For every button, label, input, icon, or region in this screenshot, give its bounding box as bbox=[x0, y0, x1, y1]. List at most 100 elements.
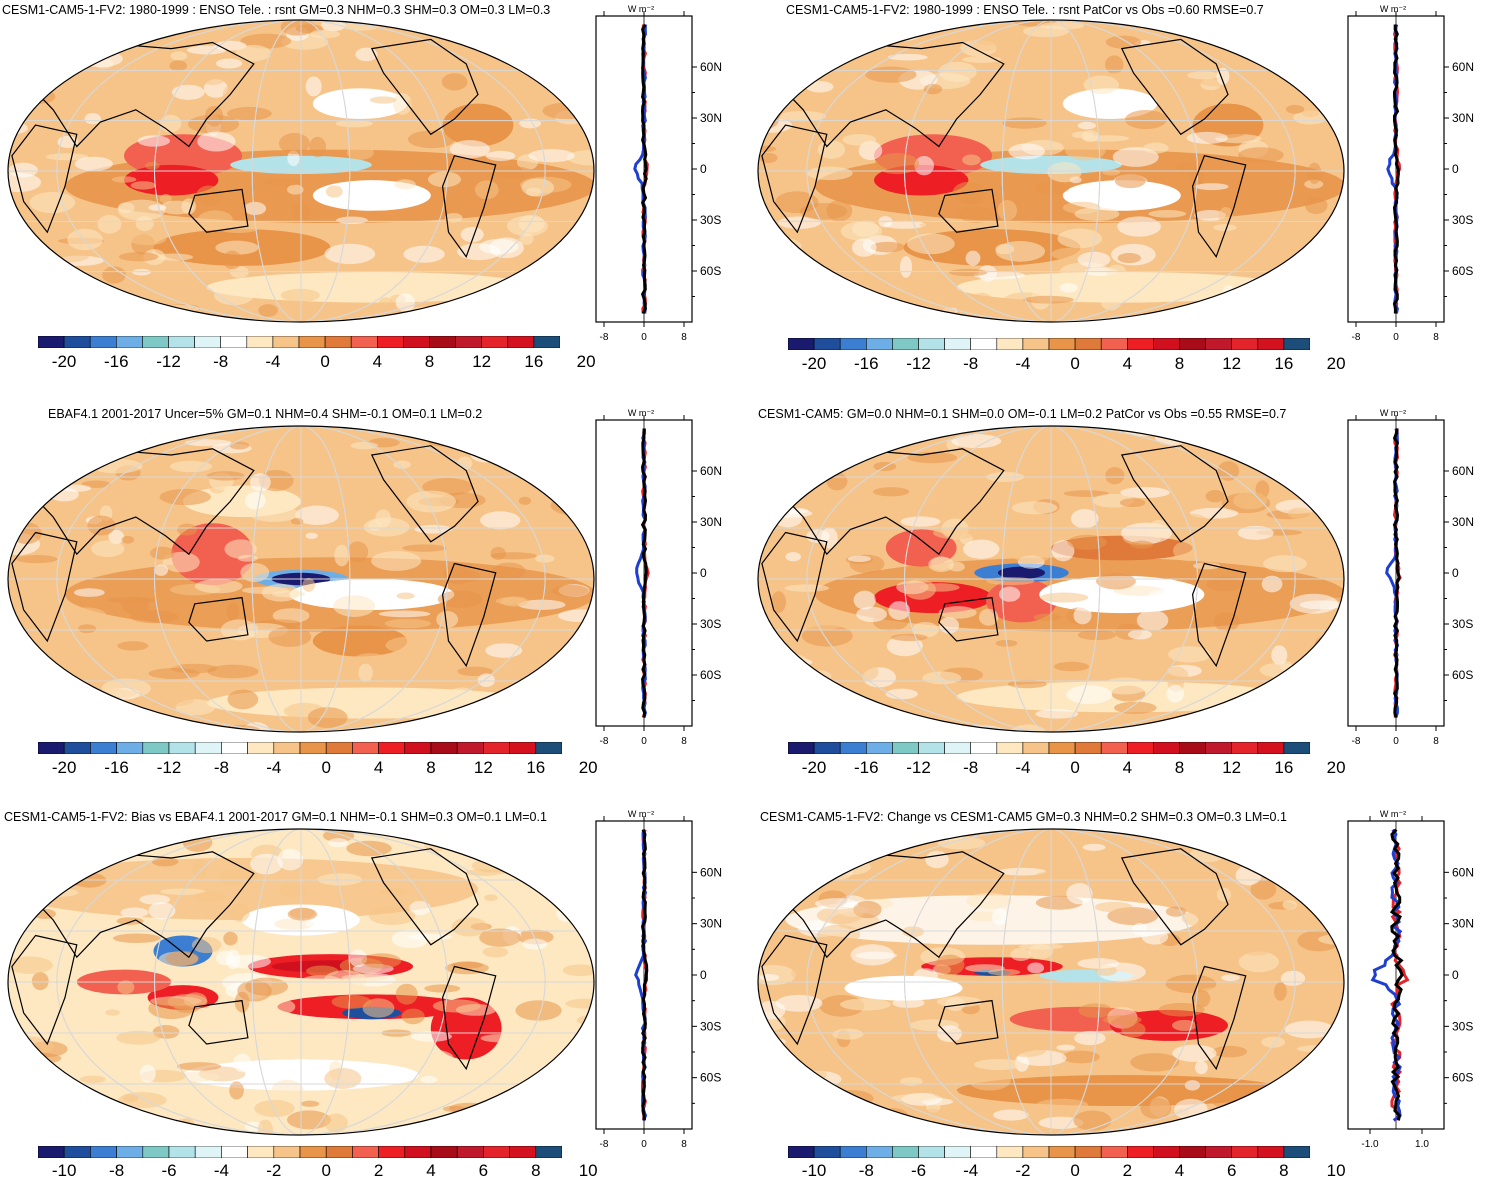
colorbar-swatch bbox=[996, 1146, 1024, 1158]
x-tick-label: -8 bbox=[600, 736, 609, 747]
colorbar-label: -2 bbox=[1015, 1161, 1031, 1180]
lat-tick-label: 60S bbox=[1452, 264, 1473, 278]
colorbar-label: 8 bbox=[1174, 354, 1185, 373]
colorbar-swatch bbox=[116, 336, 143, 348]
colorbar-swatch bbox=[1022, 338, 1050, 350]
colorbar-swatch bbox=[142, 742, 170, 754]
lat-tick-label: 30S bbox=[700, 213, 721, 227]
colorbar-swatch bbox=[194, 1146, 222, 1158]
colorbar-swatch bbox=[273, 1146, 301, 1158]
colorbar-swatch bbox=[63, 336, 91, 348]
colorbar-swatch bbox=[813, 338, 841, 350]
colorbar-swatch bbox=[1074, 338, 1102, 350]
colorbar-label: -6 bbox=[161, 1161, 177, 1180]
colorbar-swatch bbox=[247, 1146, 275, 1158]
colorbar-swatch bbox=[866, 338, 893, 350]
colorbar-swatch bbox=[194, 336, 222, 348]
profile-line bbox=[1392, 24, 1400, 314]
x-tick-label: 0 bbox=[641, 736, 647, 747]
colorbar-swatch bbox=[918, 338, 945, 350]
colorbar bbox=[38, 1146, 562, 1158]
colorbar-label: -4 bbox=[1015, 758, 1031, 777]
colorbar-swatch bbox=[1048, 742, 1076, 754]
lat-tick-label: 60N bbox=[1452, 60, 1474, 74]
colorbar-swatch bbox=[430, 1146, 458, 1158]
colorbar-label: -8 bbox=[109, 1161, 125, 1180]
colorbar-swatch bbox=[944, 338, 972, 350]
colorbar-swatch bbox=[63, 742, 91, 754]
lat-tick-label: 30N bbox=[1452, 917, 1474, 931]
colorbar-swatch bbox=[1048, 338, 1076, 350]
profile-units: W m⁻² bbox=[628, 4, 654, 14]
colorbar-swatch bbox=[996, 338, 1024, 350]
colorbar-swatch bbox=[1205, 742, 1233, 754]
colorbar-swatch bbox=[1100, 338, 1128, 350]
colorbar-label: -20 bbox=[801, 354, 827, 373]
colorbar-swatch bbox=[350, 336, 378, 348]
lat-tick-label: 0 bbox=[1452, 968, 1459, 982]
lat-tick-label: 30N bbox=[700, 111, 722, 125]
colorbar-label: 4 bbox=[426, 1161, 436, 1180]
colorbar-swatch bbox=[1126, 742, 1154, 754]
colorbar-swatch bbox=[970, 1146, 998, 1158]
profile-line bbox=[640, 829, 649, 1121]
colorbar-swatch bbox=[1231, 338, 1259, 350]
panel-title: CESM1-CAM5: GM=0.0 NHM=0.1 SHM=0.0 OM=-0… bbox=[758, 407, 1287, 421]
colorbar-swatch bbox=[1022, 742, 1050, 754]
colorbar-swatch bbox=[378, 1146, 406, 1158]
colorbar-swatch bbox=[247, 742, 275, 754]
colorbar-label: 0 bbox=[1070, 354, 1080, 373]
colorbar-label: 8 bbox=[424, 352, 435, 371]
x-tick-label: 8 bbox=[681, 736, 687, 747]
colorbar-swatch bbox=[1179, 338, 1206, 350]
colorbar-swatch bbox=[168, 742, 196, 754]
x-tick-label: -8 bbox=[600, 332, 609, 343]
x-tick-label: -1.0 bbox=[1361, 1139, 1379, 1150]
colorbar-swatch bbox=[116, 1146, 144, 1158]
x-tick-label: 8 bbox=[1433, 332, 1439, 343]
colorbar-swatch bbox=[1126, 1146, 1154, 1158]
colorbar-label: 8 bbox=[1279, 1161, 1289, 1180]
x-tick-label: -8 bbox=[1352, 736, 1361, 747]
colorbar-swatch bbox=[1283, 1146, 1310, 1158]
profile-units: W m⁻² bbox=[1380, 809, 1406, 819]
colorbar-label: 16 bbox=[1274, 758, 1294, 777]
colorbar bbox=[788, 1146, 1310, 1158]
colorbar-label: -12 bbox=[906, 354, 931, 373]
lat-tick-label: 30N bbox=[700, 515, 722, 529]
colorbar-swatch bbox=[404, 1146, 432, 1158]
colorbar-swatch bbox=[892, 1146, 919, 1158]
panel-title: CESM1-CAM5-1-FV2: 1980-1999 : ENSO Tele.… bbox=[786, 3, 1264, 17]
x-tick-label: 0 bbox=[641, 1139, 647, 1150]
panel-3: EBAF4.1 2001-2017 Uncer=5% GM=0.1 NHM=0.… bbox=[0, 400, 740, 790]
colorbar-labels: -20 -16 -12 -8 -4 0 4 8 12 16 20 bbox=[38, 758, 598, 780]
colorbar-label: -10 bbox=[51, 1161, 77, 1180]
colorbar-swatch bbox=[220, 336, 248, 348]
colorbar-swatch bbox=[1231, 1146, 1259, 1158]
colorbar-swatch bbox=[1205, 338, 1233, 350]
colorbar-labels: -20 -16 -12 -8 -4 0 4 8 12 16 20 bbox=[38, 352, 596, 374]
profile-line bbox=[1389, 828, 1404, 1121]
colorbar-swatch bbox=[788, 742, 815, 754]
colorbar-swatch bbox=[918, 1146, 945, 1158]
lat-tick-label: 60S bbox=[1452, 1071, 1473, 1085]
x-tick-label: 8 bbox=[681, 1139, 687, 1150]
lat-tick-label: 0 bbox=[700, 566, 707, 580]
lat-tick-label: 60S bbox=[1452, 668, 1473, 682]
colorbar-swatch bbox=[788, 338, 815, 350]
colorbar-label: 4 bbox=[1122, 758, 1133, 777]
x-tick-label: 0 bbox=[641, 332, 647, 343]
colorbar-label: 16 bbox=[524, 352, 544, 371]
profile-units: W m⁻² bbox=[628, 408, 654, 418]
colorbar-label: 12 bbox=[472, 352, 492, 371]
lat-tick-label: 30N bbox=[1452, 515, 1474, 529]
colorbar-swatch bbox=[866, 742, 893, 754]
colorbar-label: 12 bbox=[1222, 758, 1242, 777]
colorbar-swatch bbox=[404, 742, 432, 754]
colorbar-label: 20 bbox=[576, 352, 596, 371]
colorbar-swatch bbox=[1257, 742, 1285, 754]
colorbar-swatch bbox=[324, 336, 352, 348]
lat-tick-label: 60N bbox=[700, 865, 722, 879]
panel-title: EBAF4.1 2001-2017 Uncer=5% GM=0.1 NHM=0.… bbox=[48, 407, 483, 421]
profile-units: W m⁻² bbox=[1380, 4, 1406, 14]
